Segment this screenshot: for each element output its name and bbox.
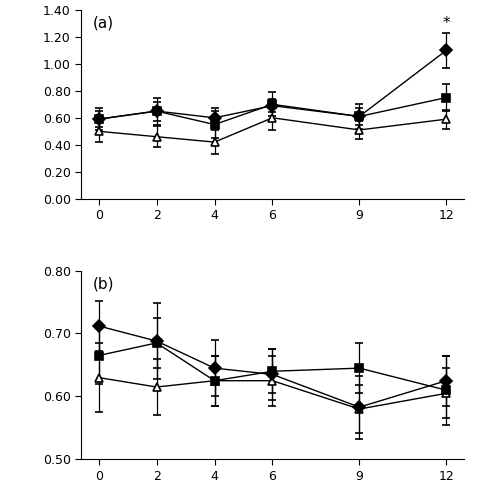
Text: *: * <box>443 16 450 32</box>
Text: (b): (b) <box>93 276 114 291</box>
Text: (a): (a) <box>93 15 114 31</box>
